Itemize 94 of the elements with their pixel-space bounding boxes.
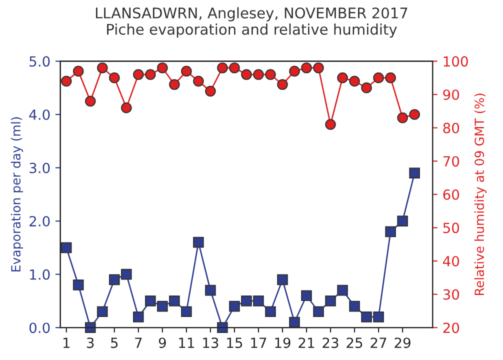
point <box>120 268 132 280</box>
point <box>277 274 288 286</box>
point <box>193 76 204 87</box>
point <box>361 82 372 94</box>
y2-tick-label: 50 <box>443 222 460 234</box>
point <box>385 72 396 84</box>
x-tick-label: 3 <box>87 338 94 348</box>
y-tick-label: 4.0 <box>29 109 50 120</box>
point <box>349 300 360 312</box>
y-tick-label: 1.0 <box>30 269 50 280</box>
point <box>253 296 264 306</box>
point <box>132 69 144 80</box>
point <box>108 72 120 84</box>
point <box>337 72 348 84</box>
point <box>313 62 324 74</box>
point <box>265 69 276 80</box>
point <box>373 72 384 84</box>
point <box>289 316 300 328</box>
y2-tick-label: 70 <box>443 156 460 167</box>
point <box>145 296 156 306</box>
x-tick-label: 17 <box>251 338 266 348</box>
y2-tick-label: 80 <box>443 122 460 134</box>
y2-tick-label: 30 <box>443 289 460 300</box>
point <box>229 300 240 312</box>
point <box>96 62 108 74</box>
point <box>120 102 132 114</box>
chart-title: LLANSADWRN, Anglesey, NOVEMBER 2017 <box>96 7 408 22</box>
y2-tick-label: 100 <box>444 56 468 67</box>
x-tick-label: 11 <box>179 338 194 348</box>
point <box>169 79 180 90</box>
point <box>72 280 84 290</box>
x-tick-label: 1 <box>63 338 70 348</box>
point <box>361 312 372 322</box>
point <box>301 62 312 74</box>
point <box>193 236 204 248</box>
point <box>313 306 324 318</box>
point <box>241 296 252 306</box>
point <box>96 306 108 318</box>
point <box>385 226 396 238</box>
point <box>181 306 192 318</box>
point <box>325 119 336 130</box>
y-tick-label: 2.0 <box>30 216 50 227</box>
point <box>277 79 288 90</box>
point <box>217 62 228 74</box>
y-tick-label: 5.0 <box>30 56 50 67</box>
point <box>157 300 168 312</box>
point <box>265 306 276 318</box>
y-tick-label: 0.0 <box>29 322 50 334</box>
point <box>373 312 384 322</box>
point <box>289 66 300 77</box>
point <box>205 86 216 97</box>
point <box>169 296 180 306</box>
point <box>229 62 240 74</box>
y2-axis-title: Relative humidity at 09 GMT (%) <box>474 94 486 296</box>
point <box>205 284 216 296</box>
y2-tick-label: 20 <box>443 322 460 334</box>
x-tick-label: 23 <box>322 338 338 348</box>
point <box>397 216 408 226</box>
y2-tick-label: 90 <box>443 89 460 100</box>
point <box>325 296 336 306</box>
chart-subtitle: Piche evaporation and relative humidity <box>107 24 397 38</box>
y-tick-label: 3.0 <box>30 162 50 174</box>
x-tick-label: 13 <box>203 338 218 348</box>
point <box>409 109 420 120</box>
point <box>409 168 420 179</box>
x-tick-label: 7 <box>135 338 142 348</box>
x-tick-label: 29 <box>394 338 410 348</box>
point <box>145 69 156 80</box>
x-tick-label: 9 <box>158 338 166 348</box>
point <box>108 274 120 286</box>
point <box>84 96 96 107</box>
point <box>132 312 144 322</box>
point <box>60 76 72 87</box>
x-tick-label: 19 <box>275 338 290 348</box>
x-tick-label: 15 <box>227 338 242 348</box>
point <box>217 322 228 334</box>
x-tick-label: 25 <box>346 338 362 348</box>
point <box>84 322 96 334</box>
point <box>301 290 312 302</box>
y2-tick-label: 40 <box>442 256 460 266</box>
point <box>72 66 84 77</box>
y-axis-title: Evaporation per day (ml) <box>10 117 23 272</box>
point <box>253 69 264 80</box>
y2-tick-label: 60 <box>443 189 460 200</box>
point <box>241 69 252 80</box>
point <box>337 284 348 296</box>
x-tick-label: 27 <box>370 338 386 348</box>
x-tick-label: 5 <box>111 338 118 348</box>
point <box>349 76 360 87</box>
x-tick-label: 21 <box>298 338 314 348</box>
point <box>397 112 408 124</box>
point <box>60 242 72 254</box>
point <box>157 62 168 74</box>
point <box>181 66 192 77</box>
